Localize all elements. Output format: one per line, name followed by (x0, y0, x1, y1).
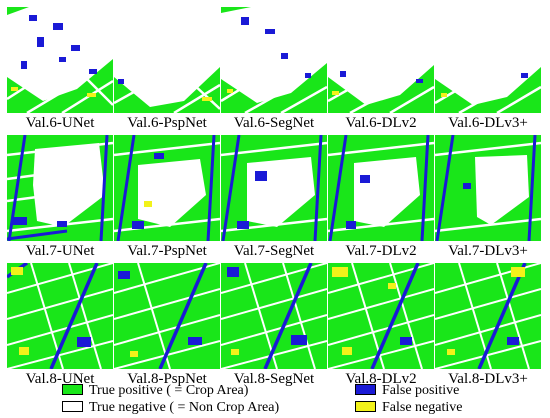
map-val7-segnet (221, 135, 327, 241)
caption-val7-unet: Val.7-UNet (25, 243, 95, 259)
tile-val6-pspnet (114, 7, 220, 113)
map-val7-unet (7, 135, 113, 241)
caption-val8-unet: Val.8-UNet (25, 371, 95, 387)
tile-val7-segnet (221, 135, 327, 241)
map-val8-pspnet (114, 263, 220, 369)
tile-val8-dlv3plus (435, 263, 541, 369)
caption-val6-segnet: Val.6-SegNet (233, 115, 315, 131)
tile-val8-unet (7, 263, 113, 369)
legend-label-true-negative: True negative ( = Non Crop Area) (89, 400, 280, 415)
map-val7-dlv2 (328, 135, 434, 241)
map-val6-pspnet (114, 7, 220, 113)
legend-label-false-negative: False negative (382, 400, 463, 415)
map-val7-pspnet (114, 135, 220, 241)
tile-val6-dlv2 (328, 7, 434, 113)
map-val8-unet (7, 263, 113, 369)
legend-item-false-positive: False positive (355, 383, 459, 399)
legend-swatch-true-positive (62, 384, 83, 395)
map-val7-dlv3plus (435, 135, 541, 241)
caption-val7-dlv3plus: Val.7-DLv3+ (448, 243, 528, 259)
tile-val7-pspnet (114, 135, 220, 241)
caption-val7-segnet: Val.7-SegNet (233, 243, 315, 259)
map-val6-dlv2 (328, 7, 434, 113)
legend-swatch-true-negative (62, 401, 83, 412)
caption-val8-pspnet: Val.8-PspNet (127, 371, 207, 387)
map-val8-segnet (221, 263, 327, 369)
caption-val6-dlv2: Val.6-DLv2 (345, 115, 417, 131)
tile-val7-dlv3plus (435, 135, 541, 241)
legend-swatch-false-positive (355, 384, 376, 395)
caption-val8-segnet: Val.8-SegNet (233, 371, 315, 387)
caption-val8-dlv2: Val.8-DLv2 (345, 371, 417, 387)
map-val6-unet (7, 7, 113, 113)
tile-val6-dlv3plus (435, 7, 541, 113)
tile-val7-unet (7, 135, 113, 241)
caption-val6-dlv3plus: Val.6-DLv3+ (448, 115, 528, 131)
legend-item-true-positive: True positive ( = Crop Area) (62, 383, 248, 399)
legend-label-true-positive: True positive ( = Crop Area) (89, 383, 249, 398)
map-val6-segnet (221, 7, 327, 113)
map-val6-dlv3plus (435, 7, 541, 113)
legend-item-true-negative: True negative ( = Non Crop Area) (62, 400, 279, 416)
tile-val6-unet (7, 7, 113, 113)
caption-val8-dlv3plus: Val.8-DLv3+ (448, 371, 528, 387)
legend-label-false-positive: False positive (382, 383, 460, 398)
tile-val7-dlv2 (328, 135, 434, 241)
legend-swatch-false-negative (355, 401, 376, 412)
caption-val7-dlv2: Val.7-DLv2 (345, 243, 417, 259)
map-val8-dlv3plus (435, 263, 541, 369)
caption-val7-pspnet: Val.7-PspNet (127, 243, 207, 259)
map-val8-dlv2 (328, 263, 434, 369)
legend-item-false-negative: False negative (355, 400, 462, 416)
tile-val8-pspnet (114, 263, 220, 369)
caption-val6-pspnet: Val.6-PspNet (127, 115, 207, 131)
caption-val6-unet: Val.6-UNet (25, 115, 95, 131)
tile-val6-segnet (221, 7, 327, 113)
tile-val8-dlv2 (328, 263, 434, 369)
tile-val8-segnet (221, 263, 327, 369)
